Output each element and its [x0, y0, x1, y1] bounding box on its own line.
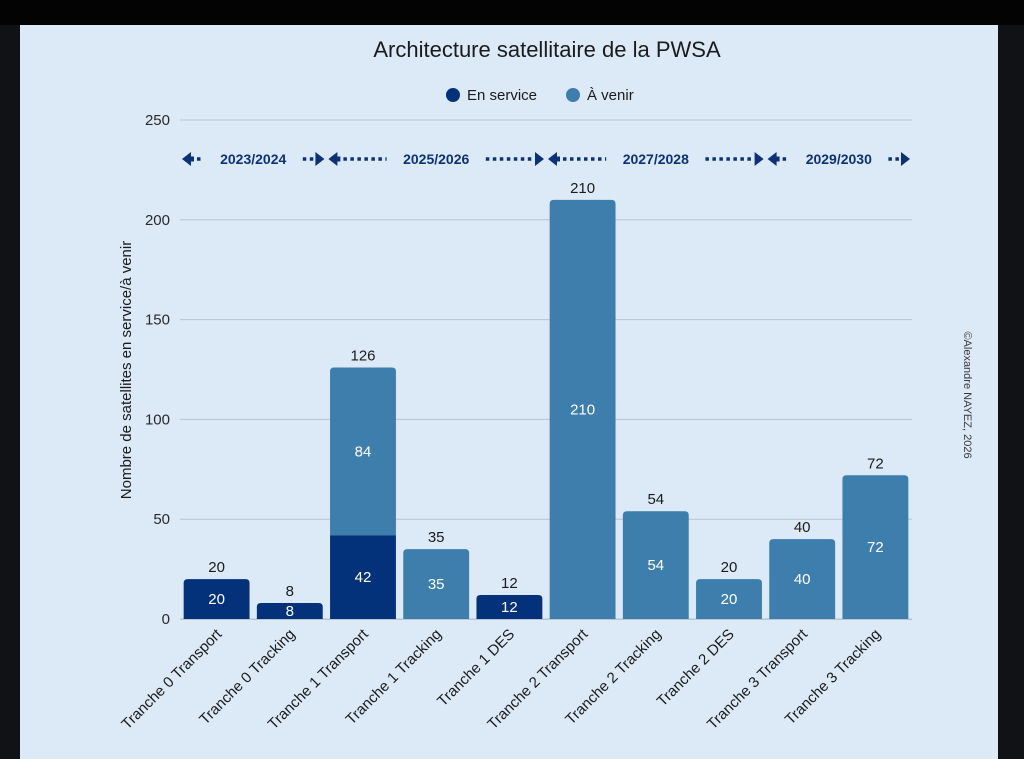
- bar-value-label: 42: [355, 569, 372, 586]
- bar-value-label: 54: [647, 557, 664, 574]
- arrow-right-icon: [901, 152, 910, 166]
- legend-swatch-a-venir: [566, 88, 580, 102]
- bar-total-label: 72: [867, 455, 884, 472]
- bar-value-label: 84: [355, 443, 372, 460]
- y-tick-label: 200: [145, 212, 170, 229]
- bar-segment: [769, 539, 836, 619]
- bar-segment: [403, 549, 470, 619]
- arrow-right-icon: [535, 152, 544, 166]
- y-tick-label: 0: [162, 611, 170, 628]
- arrow-right-icon: [754, 152, 764, 166]
- bar-value-label: 35: [428, 576, 445, 593]
- legend-swatch-en-service: [446, 88, 460, 102]
- period-label: 2023/2024: [220, 151, 286, 167]
- bar-value-label: 20: [208, 591, 225, 608]
- bar-segment: [330, 535, 396, 619]
- bar-total-label: 54: [647, 491, 664, 508]
- period-annotations: 2023/2024 2025/2026 2027/2028 2029/2030: [182, 151, 910, 167]
- period-label: 2027/2028: [623, 151, 689, 167]
- y-tick-label: 50: [153, 511, 170, 528]
- bars: [180, 199, 912, 620]
- bar-segment: [622, 511, 689, 619]
- bar-total-label: 8: [286, 583, 294, 600]
- x-category-label: Tranche 1 DES: [434, 626, 518, 710]
- bar-total-label: 35: [428, 529, 445, 546]
- arrow-right-icon: [315, 152, 325, 166]
- bar-value-label: 20: [721, 591, 738, 608]
- chart-title: Architecture satellitaire de la PWSA: [373, 37, 721, 62]
- bar-segment: [549, 199, 616, 619]
- chart-svg: Architecture satellitaire de la PWSA En …: [118, 37, 973, 733]
- bar-total-label: 12: [501, 575, 518, 592]
- arrow-left-icon: [548, 152, 560, 166]
- window-top-bar: [0, 0, 1024, 25]
- bar-segment: [183, 579, 250, 619]
- y-axis-ticks: 0 50 100 150 200 250: [145, 112, 170, 628]
- y-axis-label: Nombre de satellites en service/à venir: [118, 241, 135, 499]
- arrow-left-icon: [328, 152, 341, 166]
- arrow-left-icon: [182, 152, 194, 166]
- data-labels: 20 20 8 8 42 84 126 35 35 12 12 210 210 54 54 20 20 40 40 7…: [208, 180, 883, 620]
- legend: En service À venir: [446, 87, 634, 104]
- bar-total-label: 126: [350, 348, 375, 365]
- bar-value-label: 8: [286, 603, 294, 620]
- y-tick-label: 150: [145, 312, 170, 329]
- copyright-credit: ©Alexandre NAYEZ, 2026: [961, 331, 973, 458]
- bar-total-label: 20: [721, 559, 738, 576]
- y-tick-label: 250: [145, 112, 170, 129]
- bar-value-label: 72: [867, 539, 884, 556]
- period-label: 2025/2026: [403, 151, 469, 167]
- bar-value-label: 12: [501, 599, 518, 616]
- bar-segment: [842, 475, 909, 619]
- y-tick-label: 100: [145, 411, 170, 428]
- chart-panel: Architecture satellitaire de la PWSA En …: [20, 25, 998, 759]
- bar-total-label: 210: [570, 180, 595, 197]
- legend-label-en-service: En service: [467, 87, 537, 104]
- bar-segment: [330, 367, 396, 536]
- bar-total-label: 20: [208, 559, 225, 576]
- arrow-left-icon: [767, 152, 780, 166]
- x-category-label: Tranche 2 DES: [654, 626, 738, 710]
- bar-segment: [256, 603, 323, 619]
- period-label: 2029/2030: [806, 151, 872, 167]
- bar-value-label: 210: [570, 401, 595, 418]
- bar-segment: [696, 579, 762, 619]
- bar-segment: [476, 595, 543, 619]
- legend-label-a-venir: À venir: [587, 87, 634, 104]
- window-left-border: [0, 25, 20, 759]
- window-right-border: [998, 25, 1024, 759]
- bar-value-label: 40: [794, 571, 811, 588]
- bar-total-label: 40: [794, 519, 811, 536]
